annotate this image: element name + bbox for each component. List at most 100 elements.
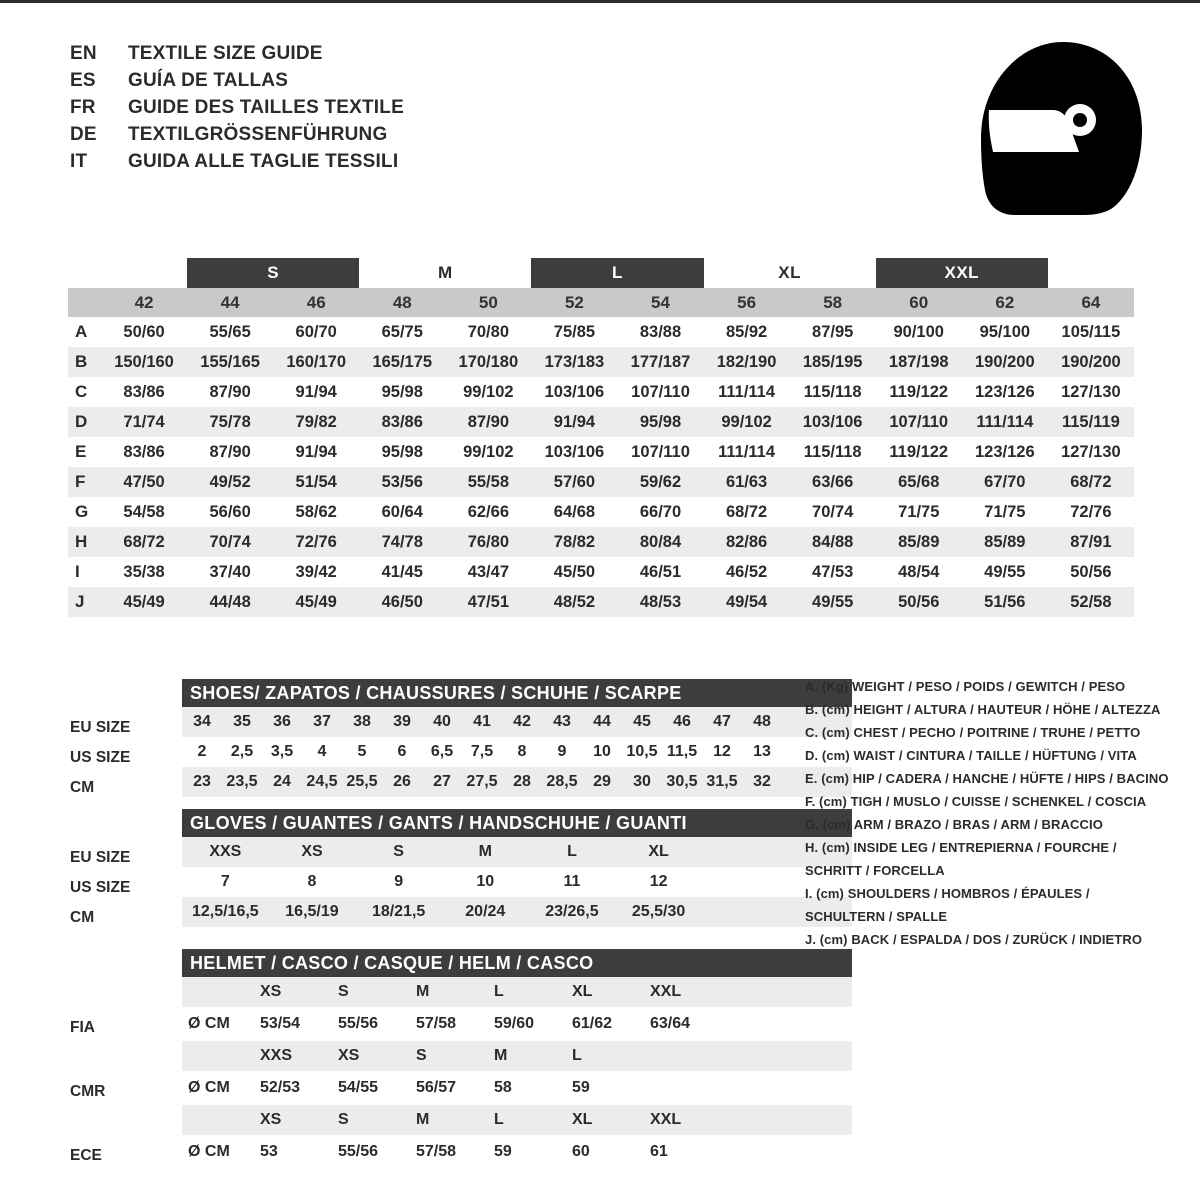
table-cell: XS	[301, 843, 323, 860]
table-cell: 30	[633, 773, 651, 790]
size-column-header: 42	[134, 292, 154, 312]
table-row: J 45/49 44/48 45/49 46/50 47/51 48/52 48/53 49/5…	[68, 587, 1134, 617]
table-cell: 6	[397, 743, 407, 760]
helmet-size-label: XL	[572, 1111, 593, 1128]
helmet-measurement-cell: 53/54	[260, 1015, 301, 1032]
row-label-b: B	[75, 352, 88, 371]
measurement-cell: 82/86	[725, 532, 768, 551]
table-cell: 34	[193, 713, 211, 730]
size-band-l: L	[531, 258, 704, 288]
measurement-cell: 72/76	[295, 532, 337, 551]
helmet-size-label: M	[416, 1111, 430, 1128]
table-cell: 36	[273, 713, 291, 730]
helmet-measurement-cell: 57/58	[416, 1015, 457, 1032]
title-line: EN TEXTILE SIZE GUIDE	[70, 43, 404, 70]
measurement-cell: 190/200	[1061, 352, 1121, 371]
measurement-cell: 150/160	[114, 352, 174, 371]
helmet-measurement-cell: 59	[494, 1143, 512, 1160]
table-cell: 39	[393, 713, 411, 730]
measurement-cell: 83/86	[123, 442, 165, 461]
measurement-cell: 99/102	[463, 382, 514, 401]
measurement-cell: 62/66	[467, 502, 509, 521]
measurement-cell: 103/106	[802, 412, 863, 431]
measurement-cell: 49/54	[725, 592, 768, 611]
legend-item: E. (cm) HIP / CADERA / HANCHE / HÜFTE / …	[805, 771, 1169, 786]
table-cell: 2	[197, 743, 207, 760]
size-column-header: 58	[823, 292, 843, 312]
measurement-cell: 54/58	[123, 502, 165, 521]
measurement-cell: 68/72	[123, 532, 165, 551]
measurement-cell: 70/74	[209, 532, 251, 551]
measurement-cell: 173/183	[544, 352, 605, 371]
legend-item: I. (cm) SHOULDERS / HOMBROS / ÉPAULES /	[805, 886, 1090, 901]
helmet-size-label: XL	[572, 983, 593, 1000]
row-label-d: D	[75, 412, 88, 431]
helmet-size-label: S	[338, 1111, 349, 1128]
helmet-size-label: XXL	[650, 983, 682, 1000]
table-cell: 13	[753, 743, 771, 760]
measurement-cell: 87/90	[467, 412, 509, 431]
measurement-cell: 64/68	[553, 502, 596, 521]
helmet-measurement-cell: 53	[260, 1143, 278, 1160]
measurement-cell: 46/51	[639, 562, 682, 581]
table-cell: 43	[553, 713, 571, 730]
measurement-cell: 190/200	[974, 352, 1035, 371]
measurement-cell: 95/98	[639, 412, 682, 431]
gloves-label-us: US SIZE	[70, 879, 131, 896]
helmet-measurement-cell: 58	[494, 1079, 512, 1096]
measurement-cell: 52/58	[1070, 592, 1112, 611]
table-cell: 40	[433, 713, 451, 730]
size-column-header: 56	[737, 292, 757, 312]
measurement-cell: 51/54	[295, 472, 337, 491]
helmet-label-ece: ECE	[70, 1147, 102, 1164]
measurement-cell: 165/175	[372, 352, 433, 371]
gloves-table-body: XXS XS S M L XL 7 8 9 10 11 12 12,5/16,5 16,5/19 18/21…	[182, 837, 852, 927]
measurement-cell: 127/130	[1061, 382, 1121, 401]
helmet-size-label: XS	[338, 1047, 360, 1064]
measurement-cell: 63/66	[812, 472, 854, 491]
table-cell: 28,5	[546, 773, 578, 790]
table-cell: 23	[193, 773, 211, 790]
table-cell: 16,5/19	[285, 903, 339, 920]
helmet-measurement-cell: 56/57	[416, 1079, 457, 1096]
title-lang-de: DE	[70, 124, 97, 145]
measurement-cell: 51/56	[984, 592, 1026, 611]
measurement-cell: 67/70	[984, 472, 1026, 491]
measurement-cell: 127/130	[1061, 442, 1121, 461]
measurement-cell: 111/114	[718, 442, 776, 461]
measurement-cell: 95/98	[381, 442, 423, 461]
helmet-size-label: XXS	[260, 1047, 293, 1064]
helmet-size-row-spacer	[182, 977, 254, 1007]
row-label-g: G	[75, 502, 89, 521]
helmet-size-label: XS	[260, 1111, 282, 1128]
table-row: D 71/74 75/78 79/82 83/86 87/90 91/94 95/98 99/1…	[68, 407, 1134, 437]
title-lang-en: EN	[70, 43, 97, 64]
table-cell: 5	[357, 743, 367, 760]
size-column-header: 54	[651, 292, 670, 312]
helmet-value-row: Ø CM 53 55/56 57/58 59 60 61	[182, 1135, 852, 1169]
measurement-cell: 57/60	[553, 472, 596, 491]
size-band-spacer	[1048, 258, 1134, 288]
helmet-measurement-cell: 60	[572, 1143, 590, 1160]
helmet-unit-label: Ø CM	[188, 1143, 230, 1160]
measurement-cell: 47/50	[123, 472, 165, 491]
helmet-section: FIA CMR ECE HELMET / CASCO / CASQUE / HE…	[70, 949, 855, 1184]
table-cell: S	[393, 843, 404, 860]
table-cell: 30,5	[666, 773, 698, 790]
shoes-label-us: US SIZE	[70, 749, 131, 766]
gloves-section: EU SIZE US SIZE CM GLOVES / GUANTES / GA…	[70, 809, 855, 927]
measurement-cell: 48/53	[639, 592, 682, 611]
table-row: H 68/72 70/74 72/76 74/78 76/80 78/82 80/84 82/8…	[68, 527, 1134, 557]
measurement-cell: 49/55	[812, 592, 854, 611]
measurement-cell: 39/42	[295, 562, 337, 581]
measurement-cell: 107/110	[889, 412, 949, 431]
table-cell: 41	[473, 713, 491, 730]
table-cell: 23/26,5	[545, 903, 599, 920]
helmet-unit-label: Ø CM	[188, 1015, 230, 1032]
measurement-cell: 91/94	[553, 412, 596, 431]
measurement-cell: 70/80	[467, 322, 509, 341]
size-column-header: 52	[564, 292, 584, 312]
title-text-fr: GUIDE DES TAILLES TEXTILE	[128, 97, 404, 118]
helmet-size-label: L	[572, 1047, 582, 1064]
size-column-header-row: 42 44 46 48 50 52 54 56 58 60 62 64	[68, 288, 1134, 317]
